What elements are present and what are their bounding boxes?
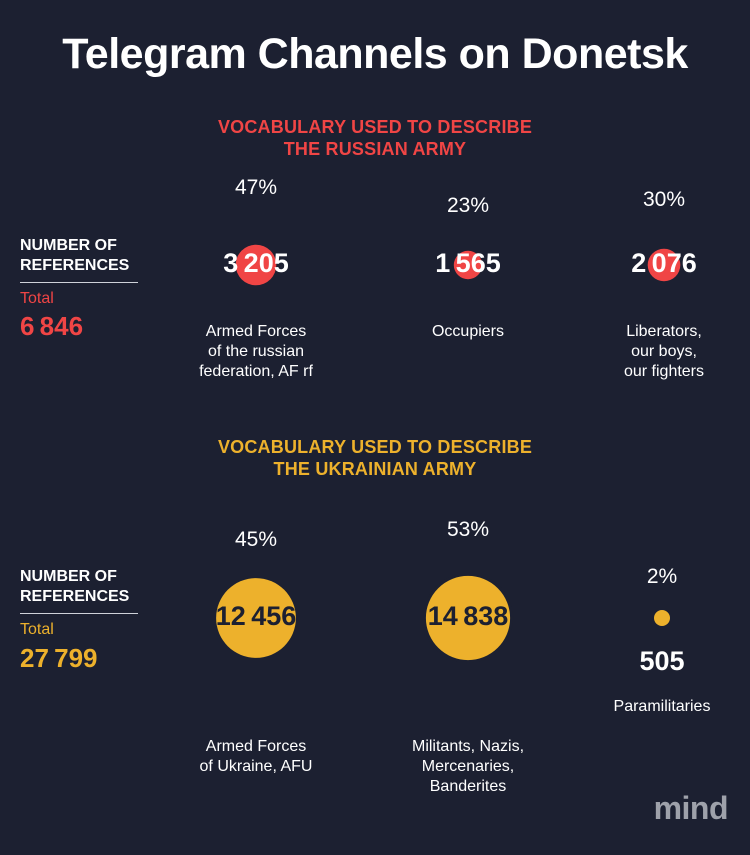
total-value-0: 6 846 (20, 311, 84, 341)
bubble-value-0-2: 2 076 (631, 248, 697, 278)
percentage-0-1: 23% (446, 194, 490, 217)
references-label-0: NUMBER OF REFERENCES (20, 236, 138, 283)
bubble-1-0 (216, 578, 296, 658)
percentage-1-0: 45% (234, 528, 278, 551)
bubble-1-1 (422, 572, 514, 664)
percentage-0-0: 47% (234, 176, 278, 199)
bubble-0-0 (235, 244, 277, 286)
category-label-0-2: Liberators, our boys, our fighters (623, 323, 705, 380)
bubble-1-2 (654, 610, 670, 626)
category-label-1-0: Armed Forces of Ukraine, AFU (199, 738, 313, 775)
total-label-1: Total (20, 621, 54, 638)
category-label-0-0: Armed Forces of the russian federation, … (199, 323, 313, 380)
bubble-value-0-0: 3 205 (223, 248, 289, 278)
bubble-0-1 (453, 250, 483, 280)
bubble-value-0-1: 1 565 (435, 248, 501, 278)
section-heading-0: VOCABULARY USED TO DESCRIBE THE RUSSIAN … (217, 117, 533, 159)
category-label-1-2: Paramilitaries (613, 698, 711, 715)
total-value-1: 27 799 (20, 643, 98, 673)
total-label-0: Total (20, 290, 54, 307)
percentage-0-2: 30% (642, 188, 686, 211)
mind-logo: mind (653, 790, 729, 826)
bubble-value-1-0: 12 456 (215, 601, 297, 631)
percentage-1-1: 53% (446, 518, 490, 541)
bubble-value-1-2: 505 (639, 646, 685, 676)
page-title: Telegram Channels on Donetsk (62, 30, 688, 78)
section-heading-1: VOCABULARY USED TO DESCRIBE THE UKRAINIA… (217, 437, 533, 479)
percentage-1-2: 2% (646, 565, 678, 588)
category-label-1-1: Militants, Nazis, Mercenaries, Banderite… (411, 738, 525, 795)
bubble-value-1-1: 14 838 (427, 601, 509, 631)
bubble-0-2 (647, 248, 681, 282)
references-label-1: NUMBER OF REFERENCES (20, 567, 138, 614)
category-label-0-1: Occupiers (431, 323, 505, 340)
